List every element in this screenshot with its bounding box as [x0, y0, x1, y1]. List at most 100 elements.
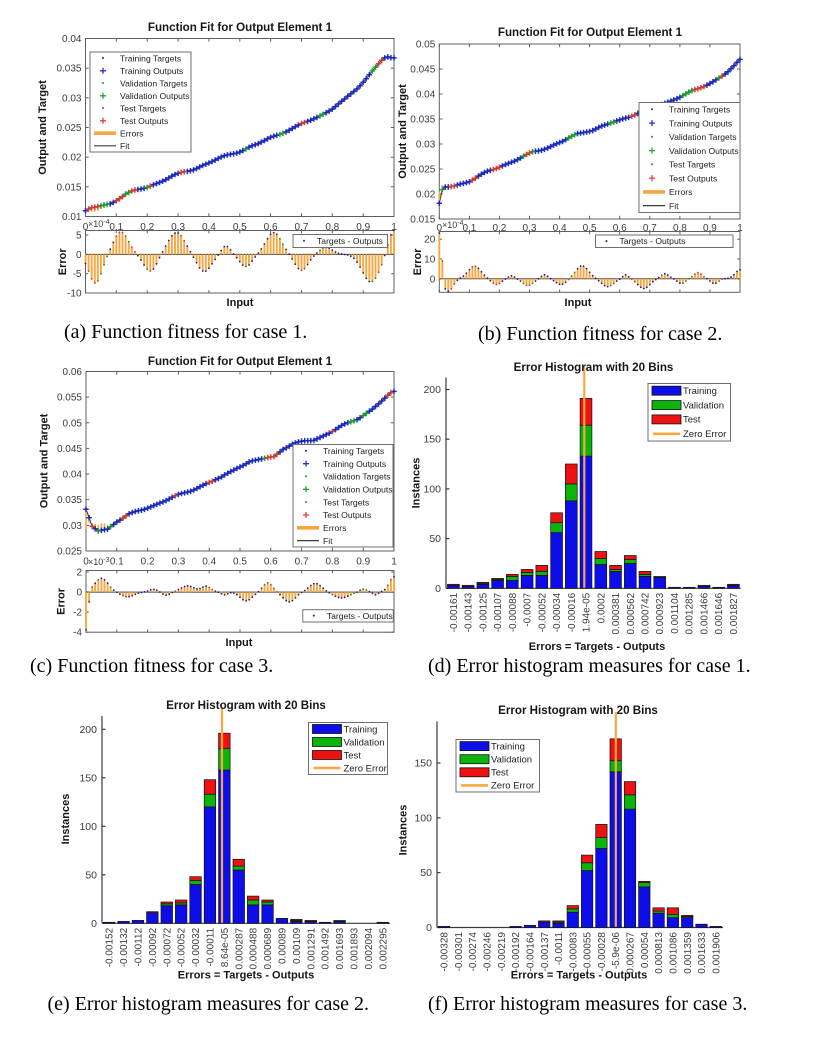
svg-text:-5.9e-06: -5.9e-06 [611, 932, 622, 970]
svg-text:Zero Error: Zero Error [683, 429, 726, 440]
svg-text:Training Targets: Training Targets [120, 54, 181, 64]
svg-text:Output and Target: Output and Target [39, 413, 51, 508]
svg-text:-0.0011: -0.0011 [554, 932, 565, 966]
svg-text:×10-4: ×10-4 [442, 220, 464, 230]
svg-text:0.001893: 0.001893 [350, 927, 361, 969]
svg-text:-0.00052: -0.00052 [537, 592, 548, 632]
svg-text:1: 1 [391, 557, 397, 568]
svg-text:Errors: Errors [669, 187, 692, 197]
svg-text:5: 5 [76, 231, 82, 242]
svg-text:Fit: Fit [323, 536, 333, 546]
svg-text:Test: Test [344, 750, 362, 761]
svg-text:0.001693: 0.001693 [335, 927, 346, 969]
svg-text:Training Outputs: Training Outputs [669, 118, 732, 128]
svg-text:Fit: Fit [669, 201, 679, 211]
svg-text:0.2: 0.2 [141, 557, 155, 568]
svg-text:-10: -10 [67, 289, 82, 300]
svg-text:Validation Targets: Validation Targets [323, 472, 391, 482]
svg-text:-0.00032: -0.00032 [191, 927, 202, 967]
svg-text:-0.00132: -0.00132 [119, 927, 130, 967]
svg-text:0.6: 0.6 [264, 222, 278, 233]
svg-text:-0.00052: -0.00052 [177, 927, 188, 967]
svg-text:2: 2 [76, 568, 82, 579]
svg-text:Validation Targets: Validation Targets [120, 79, 188, 89]
svg-text:-0.00161: -0.00161 [449, 592, 460, 632]
svg-text:0.001466: 0.001466 [700, 592, 711, 634]
svg-text:-0.00028: -0.00028 [597, 932, 608, 972]
svg-text:Validation Targets: Validation Targets [669, 132, 737, 142]
svg-text:0.9: 0.9 [356, 222, 370, 233]
svg-text:(e) Error histogram measures f: (e) Error histogram measures for case 2. [48, 993, 370, 1015]
svg-text:0.000562: 0.000562 [626, 592, 637, 634]
svg-text:0.002295: 0.002295 [378, 927, 389, 969]
svg-text:Test: Test [491, 768, 509, 779]
svg-text:20: 20 [424, 235, 436, 246]
svg-text:0.001359: 0.001359 [683, 932, 694, 974]
svg-text:0.001906: 0.001906 [711, 932, 722, 974]
svg-text:Targets - Outputs: Targets - Outputs [317, 236, 383, 246]
svg-text:Errors = Targets - Outputs: Errors = Targets - Outputs [511, 970, 647, 982]
svg-text:0.5: 0.5 [583, 223, 597, 234]
svg-text:0.4: 0.4 [202, 222, 216, 233]
svg-text:0.2: 0.2 [492, 223, 506, 234]
svg-text:0.00089: 0.00089 [278, 927, 289, 964]
svg-text:0.0002: 0.0002 [596, 592, 607, 623]
svg-text:Validation: Validation [491, 755, 532, 766]
svg-text:0.015: 0.015 [56, 182, 81, 193]
svg-text:0.001646: 0.001646 [714, 592, 725, 634]
svg-text:-0.00011: -0.00011 [206, 927, 217, 966]
svg-text:0: 0 [437, 223, 443, 234]
svg-text:Training Targets: Training Targets [323, 446, 384, 456]
svg-text:0.7: 0.7 [643, 223, 657, 234]
svg-text:0: 0 [430, 274, 436, 285]
svg-text:Zero Error: Zero Error [491, 781, 534, 792]
svg-text:0.000813: 0.000813 [654, 932, 665, 974]
svg-text:-0.00092: -0.00092 [148, 927, 159, 967]
svg-text:Errors: Errors [323, 523, 346, 533]
svg-text:0.00054: 0.00054 [640, 932, 651, 969]
svg-text:-0.00164: -0.00164 [526, 932, 537, 972]
svg-text:1: 1 [737, 223, 743, 234]
svg-text:0.3: 0.3 [171, 557, 185, 568]
svg-text:0.025: 0.025 [56, 123, 81, 134]
svg-text:Error: Error [56, 587, 68, 615]
svg-text:0.035: 0.035 [57, 495, 82, 506]
svg-text:-0.00143: -0.00143 [464, 592, 475, 632]
svg-text:0.001492: 0.001492 [321, 927, 332, 969]
svg-text:150: 150 [414, 758, 432, 770]
svg-text:Validation Outputs: Validation Outputs [323, 485, 393, 495]
svg-text:0.05: 0.05 [63, 418, 83, 429]
svg-text:Test Outputs: Test Outputs [323, 510, 371, 520]
svg-text:-0.00055: -0.00055 [583, 932, 594, 972]
svg-text:Zero Error: Zero Error [344, 763, 387, 774]
svg-text:(f) Error histogram measures f: (f) Error histogram measures for case 3. [428, 993, 747, 1015]
svg-text:0.3: 0.3 [171, 222, 185, 233]
svg-text:Errors = Targets - Outputs: Errors = Targets - Outputs [178, 970, 314, 982]
svg-text:Validation: Validation [683, 400, 724, 411]
svg-text:Errors = Targets - Outputs: Errors = Targets - Outputs [529, 641, 665, 653]
svg-text:0.055: 0.055 [57, 393, 82, 404]
svg-text:0.4: 0.4 [553, 223, 567, 234]
svg-text:-0.00112: -0.00112 [134, 927, 145, 966]
svg-text:0.002094: 0.002094 [364, 927, 375, 969]
svg-text:0.001827: 0.001827 [729, 592, 740, 634]
svg-text:Test: Test [683, 415, 701, 426]
svg-text:0.02: 0.02 [62, 153, 82, 164]
svg-text:(a) Function fitness for case: (a) Function fitness for case 1. [64, 321, 307, 343]
svg-text:Input: Input [226, 637, 253, 649]
svg-text:0.04: 0.04 [63, 470, 83, 481]
svg-text:0.8: 0.8 [673, 223, 687, 234]
svg-text:Validation Outputs: Validation Outputs [669, 146, 739, 156]
svg-text:(b) Function fitness for case: (b) Function fitness for case 2. [478, 323, 722, 345]
svg-text:0.05: 0.05 [416, 40, 436, 51]
svg-text:0.03: 0.03 [416, 140, 436, 151]
svg-text:0.035: 0.035 [56, 64, 81, 75]
svg-text:(d) Error histogram measures f: (d) Error histogram measures for case 1. [428, 655, 751, 677]
svg-text:0.8: 0.8 [325, 222, 339, 233]
svg-text:0.001633: 0.001633 [697, 932, 708, 974]
svg-text:0.045: 0.045 [410, 65, 435, 76]
svg-text:0.000488: 0.000488 [249, 927, 260, 969]
svg-text:Training Targets: Training Targets [669, 105, 730, 115]
svg-text:Test Outputs: Test Outputs [120, 116, 168, 126]
svg-text:0.001086: 0.001086 [669, 932, 680, 974]
